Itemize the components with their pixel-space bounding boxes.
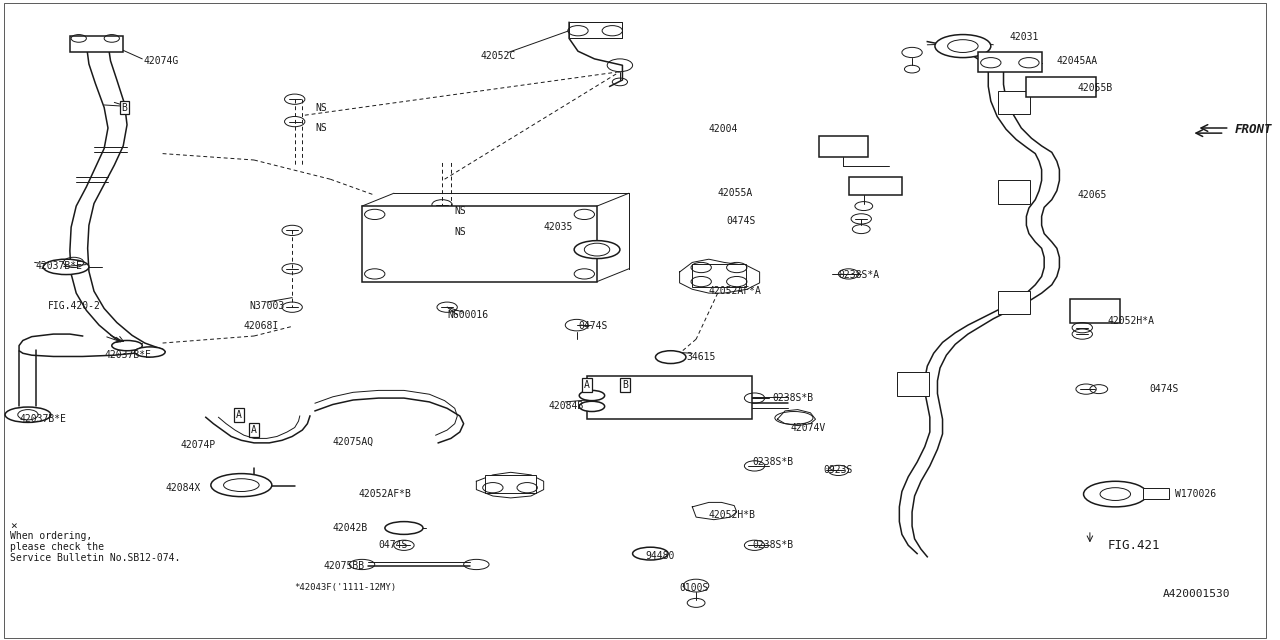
Text: N37003: N37003 <box>250 301 284 311</box>
Ellipse shape <box>5 407 51 422</box>
Text: A: A <box>236 410 242 420</box>
Text: 0100S: 0100S <box>680 582 709 593</box>
Text: 42052C: 42052C <box>480 51 516 61</box>
Text: A: A <box>251 425 257 435</box>
Text: FIG.420-2: FIG.420-2 <box>49 301 101 311</box>
Text: 0238S*A: 0238S*A <box>838 270 879 280</box>
Text: please check the: please check the <box>10 542 104 552</box>
Text: 0238S*B: 0238S*B <box>753 457 794 467</box>
Text: When ordering,: When ordering, <box>10 531 92 541</box>
Text: NS: NS <box>315 102 326 113</box>
Text: 42037B*E: 42037B*E <box>36 260 83 271</box>
Text: 0474S: 0474S <box>379 540 408 550</box>
Ellipse shape <box>211 474 271 497</box>
Ellipse shape <box>111 340 142 351</box>
Ellipse shape <box>632 547 668 560</box>
Bar <box>849 177 902 195</box>
Ellipse shape <box>44 259 88 275</box>
Text: 42055A: 42055A <box>718 188 753 198</box>
Bar <box>1070 299 1120 323</box>
Text: W170026: W170026 <box>1175 489 1216 499</box>
Text: 42052H*B: 42052H*B <box>709 510 755 520</box>
Text: A420001530: A420001530 <box>1162 589 1230 599</box>
Text: 42068I: 42068I <box>244 321 279 332</box>
Text: Service Bulletin No.SB12-074.: Service Bulletin No.SB12-074. <box>10 553 180 563</box>
Ellipse shape <box>655 351 686 364</box>
Text: 42052H*A: 42052H*A <box>1107 316 1155 326</box>
Text: ×: × <box>10 521 17 531</box>
Text: B: B <box>622 380 628 390</box>
Text: 42084B: 42084B <box>549 401 584 412</box>
Text: 34615: 34615 <box>686 352 716 362</box>
Text: NS: NS <box>315 123 326 133</box>
Bar <box>485 475 536 493</box>
Ellipse shape <box>580 401 604 412</box>
Text: 0923S: 0923S <box>823 465 852 476</box>
Text: 42075AQ: 42075AQ <box>333 436 374 447</box>
Text: 42035: 42035 <box>544 222 573 232</box>
Bar <box>819 136 868 157</box>
Text: 42065: 42065 <box>1078 190 1107 200</box>
Text: FIG.421: FIG.421 <box>1107 539 1160 552</box>
Text: 0474S: 0474S <box>727 216 756 226</box>
Text: 94480: 94480 <box>645 550 675 561</box>
Text: 42031: 42031 <box>1010 32 1039 42</box>
Bar <box>897 372 928 396</box>
Text: 42074V: 42074V <box>790 422 826 433</box>
Text: 42075BB: 42075BB <box>324 561 365 572</box>
Bar <box>70 36 123 52</box>
Text: 0474S: 0474S <box>579 321 607 332</box>
Text: 42037B*E: 42037B*E <box>19 414 67 424</box>
Text: 0238S*B: 0238S*B <box>772 393 814 403</box>
Ellipse shape <box>1084 481 1147 507</box>
Bar <box>586 376 753 419</box>
Text: 42084X: 42084X <box>165 483 201 493</box>
Text: 42055B: 42055B <box>1078 83 1112 93</box>
Bar <box>1143 488 1169 499</box>
Text: 42042B: 42042B <box>333 523 369 533</box>
Text: NS: NS <box>454 227 466 237</box>
Text: 42052AF*A: 42052AF*A <box>709 286 762 296</box>
Ellipse shape <box>575 241 620 259</box>
Ellipse shape <box>934 35 991 58</box>
Ellipse shape <box>385 522 422 534</box>
Text: 42074P: 42074P <box>180 440 215 450</box>
Text: *42043F('1111-12MY): *42043F('1111-12MY) <box>294 583 397 592</box>
Text: NS: NS <box>454 206 466 216</box>
Text: A: A <box>584 380 590 390</box>
Bar <box>998 180 1030 204</box>
Bar <box>978 52 1042 72</box>
Bar <box>570 22 622 38</box>
Text: FRONT: FRONT <box>1235 124 1272 136</box>
Bar <box>362 206 596 282</box>
Bar <box>692 264 746 287</box>
Text: 42004: 42004 <box>709 124 739 134</box>
Bar <box>998 291 1030 314</box>
Ellipse shape <box>580 390 604 401</box>
Text: N600016: N600016 <box>447 310 488 320</box>
Text: 42052AF*B: 42052AF*B <box>358 489 411 499</box>
Text: B: B <box>122 102 128 113</box>
Text: 42074G: 42074G <box>143 56 179 66</box>
Bar <box>998 91 1030 114</box>
Bar <box>1027 77 1096 97</box>
Ellipse shape <box>134 347 165 357</box>
Text: 42045AA: 42045AA <box>1057 56 1098 66</box>
Text: 0238S*B: 0238S*B <box>753 540 794 550</box>
Text: 0474S: 0474S <box>1149 384 1179 394</box>
Text: 42037B*E: 42037B*E <box>104 349 151 360</box>
